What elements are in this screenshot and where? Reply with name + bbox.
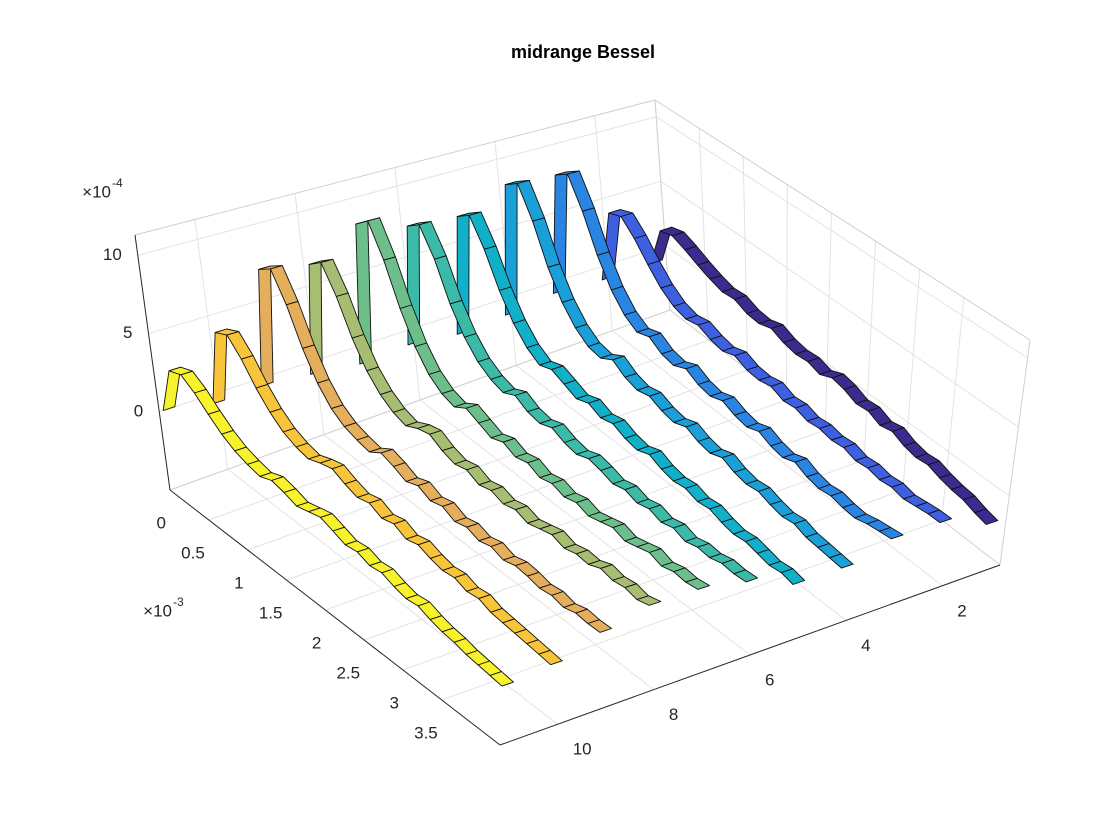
z-tick-label: 5 <box>123 323 132 342</box>
y-exponent-power: -3 <box>173 595 184 609</box>
grid-line <box>419 399 751 656</box>
z-tick-label: 10 <box>103 245 122 264</box>
grid-line <box>323 434 655 691</box>
x-axis <box>499 564 1001 746</box>
grid-line <box>441 519 942 701</box>
grid-line <box>325 429 826 611</box>
y-tick-label: 3 <box>389 693 398 712</box>
grid-line <box>612 330 943 587</box>
grid-line <box>148 180 661 335</box>
ribbon-segment <box>927 509 953 524</box>
y-tick-label: 0 <box>157 513 166 532</box>
ribbon-segment <box>587 619 613 633</box>
y-tick-label: 2.5 <box>336 663 360 682</box>
box-edge <box>999 339 1031 566</box>
grid-line <box>594 115 613 331</box>
ribbon-segment <box>636 595 662 606</box>
ribbon-segment <box>685 577 711 590</box>
ribbon-segment <box>878 527 904 540</box>
ribbon-segment <box>258 265 274 387</box>
x-tick-label: 2 <box>957 601 966 620</box>
y-exponent-base: ×10 <box>143 601 172 620</box>
grid-line <box>402 489 904 671</box>
ribbon-segment <box>780 568 806 585</box>
ribbon-segment <box>974 508 999 525</box>
grid-line <box>655 116 1028 359</box>
ribbon-segment <box>212 328 228 405</box>
y-tick-label: 2 <box>312 633 321 652</box>
y-tick-label: 1 <box>234 573 243 592</box>
x-tick-label: 4 <box>861 636 870 655</box>
z-axis <box>134 234 171 491</box>
grid-line <box>137 116 657 256</box>
z-exponent-base: ×10 <box>82 182 111 201</box>
z-exponent-power: -4 <box>112 176 123 190</box>
chart-title: midrange Bessel <box>511 42 655 62</box>
grid-line <box>660 180 1019 428</box>
x-tick-label: 6 <box>765 670 774 689</box>
ribbon-segment <box>733 569 759 583</box>
ribbon-segment <box>538 649 563 666</box>
ribbon-segment <box>489 671 514 687</box>
y-axis <box>169 489 501 746</box>
grid-line <box>742 156 749 371</box>
grid-line <box>863 241 877 461</box>
box-edge <box>654 99 1031 341</box>
x-tick-label: 10 <box>573 740 592 759</box>
grid-line <box>698 128 710 341</box>
grid-line <box>902 269 921 491</box>
ribbon-segment <box>829 553 854 569</box>
y-tick-label: 3.5 <box>414 723 438 742</box>
grid-line <box>785 184 788 401</box>
box-edge <box>134 99 656 236</box>
x-tick-label: 8 <box>669 705 678 724</box>
grid-line <box>824 212 832 431</box>
grid-line <box>363 459 865 641</box>
y-tick-label: 1.5 <box>259 603 283 622</box>
y-tick-label: 0.5 <box>181 543 205 562</box>
z-tick-label: 0 <box>134 401 143 420</box>
